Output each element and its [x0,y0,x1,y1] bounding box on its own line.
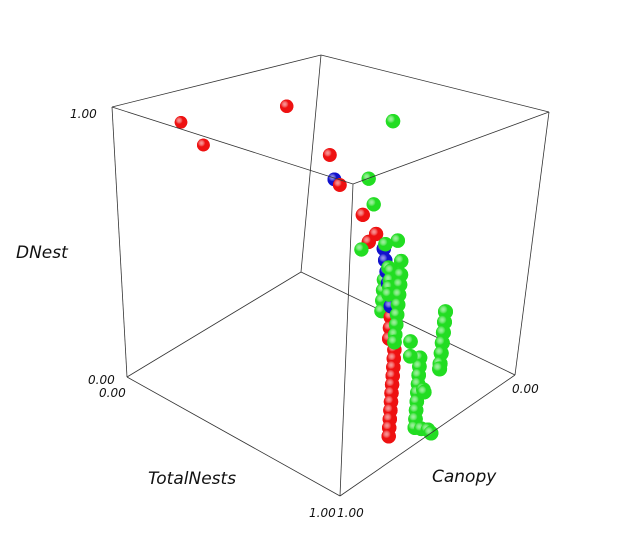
green-point-shading [385,114,401,129]
green-point-shading [361,171,376,186]
cube-edge [320,54,550,113]
y-axis-label: Canopy [432,467,497,487]
green-point-shading [381,287,396,302]
cube-edge [111,106,354,185]
green-point-shading [394,253,409,269]
green-point-shading [403,334,418,349]
cube-edge [339,183,354,497]
red-point-shading [355,207,370,222]
cube-front-edges [111,106,550,497]
red-point-shading [174,116,188,129]
x-axis-label: TotalNests [148,469,236,489]
green-point-shading [390,233,405,248]
green-point-shading [366,197,381,212]
cube-edge [352,111,550,185]
x-tick-min: 0.00 [99,386,126,400]
cube-edge [300,271,516,376]
red-point-shading [197,138,210,152]
red-point-shading [332,178,347,192]
cube-edge [111,54,322,108]
cube-edge [339,374,516,497]
green-point-shading [403,349,418,364]
green-point-shading [378,237,393,252]
red-point-shading [369,226,384,242]
data-points [174,99,453,444]
z-axis-label: DNest [16,243,69,263]
red-point-shading [322,148,337,162]
cube-edge [514,111,550,376]
cube-edge [126,376,341,497]
cube-edge [300,54,322,273]
cube-edge [111,106,128,378]
green-point-shading [387,334,402,350]
red-point-shading [280,99,294,113]
green-point-shading [354,242,369,257]
green-point-shading [417,384,432,400]
z-tick-min: 0.00 [88,373,115,387]
y-tick-max-label: 0.00 [512,382,539,396]
y-tick-min-label: 1.00 [337,506,364,520]
green-point-shading [432,361,448,377]
x-tick-max: 1.00 [309,506,336,520]
red-point-shading [381,429,396,444]
cube-edge [126,271,302,378]
z-tick-max: 1.00 [70,107,97,121]
cube-back-edges [111,54,550,378]
